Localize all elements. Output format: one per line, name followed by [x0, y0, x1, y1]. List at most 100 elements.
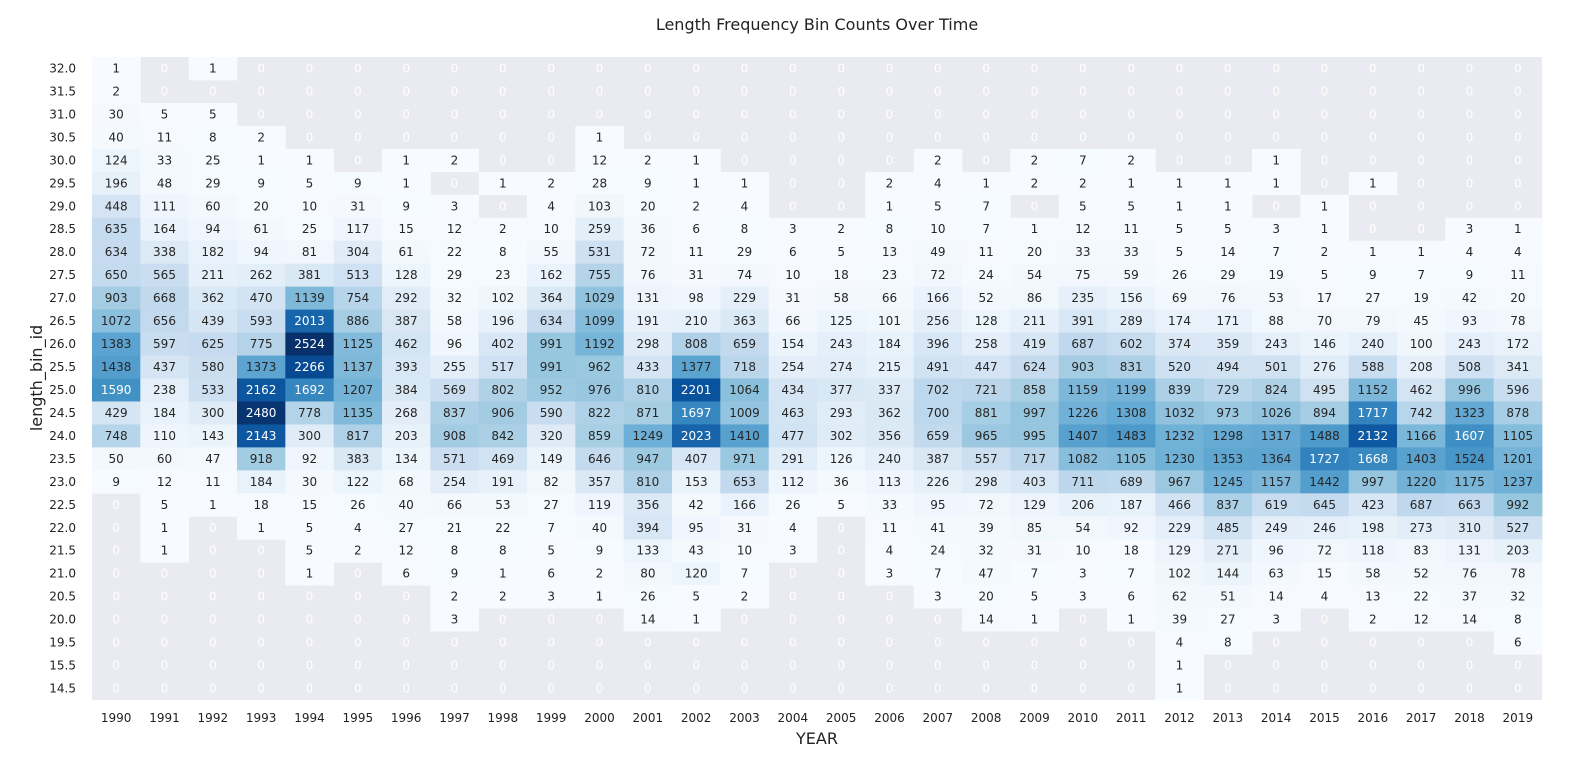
- cell-value-label: 0: [354, 130, 362, 144]
- cell-value-label: 0: [354, 61, 362, 75]
- heatmap-cell: [382, 217, 431, 242]
- cell-value-label: 653: [733, 475, 756, 489]
- cell-value-label: 0: [886, 613, 894, 627]
- cell-value-label: 1: [1176, 682, 1184, 696]
- x-tick-label: 1996: [391, 711, 422, 725]
- cell-value-label: 0: [209, 84, 217, 98]
- cell-value-label: 462: [395, 337, 418, 351]
- cell-value-label: 0: [1272, 84, 1280, 98]
- cell-value-label: 68: [399, 475, 414, 489]
- cell-value-label: 243: [830, 337, 853, 351]
- y-tick-label: 32.0: [49, 61, 76, 75]
- cell-value-label: 111: [153, 199, 176, 213]
- heatmap-cell: [92, 57, 141, 81]
- cell-value-label: 3: [1079, 590, 1087, 604]
- cell-value-label: 447: [975, 360, 998, 374]
- cell-value-label: 0: [692, 659, 700, 673]
- cell-value-label: 0: [209, 521, 217, 535]
- heatmap-cell: [1107, 447, 1156, 471]
- y-axis-title: length_bin_id: [27, 325, 47, 431]
- heatmap-cell: [1203, 562, 1253, 586]
- cell-value-label: 33: [157, 153, 172, 167]
- cell-value-label: 19: [1414, 291, 1429, 305]
- heatmap-cell: [1348, 355, 1398, 379]
- cell-value-label: 0: [644, 682, 652, 696]
- x-tick-label: 1991: [149, 711, 180, 725]
- cell-value-label: 211: [1023, 314, 1046, 328]
- heatmap-cell: [1058, 585, 1108, 609]
- y-tick-label: 27.0: [49, 291, 76, 305]
- cell-value-label: 1483: [1116, 429, 1147, 443]
- cell-value-label: 0: [1321, 61, 1329, 75]
- heatmap-cell: [285, 217, 335, 242]
- cell-value-label: 72: [640, 245, 655, 259]
- heatmap-cell: [1155, 263, 1205, 288]
- cell-value-label: 0: [354, 682, 362, 696]
- cell-value-label: 0: [789, 130, 797, 144]
- cell-value-label: 33: [882, 498, 897, 512]
- cell-value-label: 36: [640, 222, 655, 236]
- cell-value-label: 17: [1317, 291, 1332, 305]
- cell-value-label: 8: [209, 130, 217, 144]
- cell-value-label: 501: [1265, 360, 1288, 374]
- cell-value-label: 0: [1417, 682, 1425, 696]
- cell-value-label: 0: [257, 61, 265, 75]
- cell-value-label: 10: [302, 199, 317, 213]
- heatmap-cell: [285, 493, 335, 517]
- x-tick-labels: 1990 1991 1992 1993 1994 1995 1996 1997 1998 1999…: [101, 711, 1533, 725]
- cell-value-label: 1: [1031, 613, 1039, 627]
- heatmap-cell: [1252, 240, 1301, 265]
- heatmap-cell: [1107, 217, 1156, 242]
- cell-value-label: 0: [1321, 613, 1329, 627]
- heatmap-cell: [817, 286, 866, 310]
- cell-value-label: 0: [1127, 682, 1135, 696]
- cell-value-label: 0: [451, 84, 459, 98]
- heatmap-cell: [1010, 516, 1060, 540]
- heatmap-cell: [188, 332, 238, 356]
- heatmap-cell: [623, 401, 673, 425]
- cell-value-label: 702: [926, 383, 949, 397]
- heatmap-cell: [962, 470, 1011, 494]
- cell-value-label: 0: [354, 659, 362, 673]
- heatmap-cell: [1010, 470, 1060, 494]
- cell-value-label: 1: [1176, 659, 1184, 673]
- cell-value-label: 0: [1321, 84, 1329, 98]
- cell-value-label: 42: [689, 498, 704, 512]
- heatmap-cell: [1107, 608, 1156, 632]
- cell-value-label: 2013: [294, 314, 325, 328]
- cell-value-label: 0: [257, 636, 265, 650]
- cell-value-label: 5: [837, 498, 845, 512]
- cell-value-label: 437: [153, 360, 176, 374]
- cell-value-label: 9: [354, 176, 362, 190]
- cell-value-label: 0: [451, 107, 459, 121]
- heatmap-cell: [1058, 493, 1108, 517]
- cell-value-label: 78: [1510, 567, 1525, 581]
- y-tick-label: 28.0: [49, 245, 76, 259]
- x-tick-label: 2019: [1503, 711, 1534, 725]
- heatmap-cell: [140, 171, 190, 196]
- y-tick-label: 20.5: [49, 590, 76, 604]
- cell-value-label: 778: [298, 406, 321, 420]
- heatmap-cell: [623, 355, 673, 379]
- heatmap-cell: [1155, 378, 1205, 402]
- cell-value-label: 31: [1027, 544, 1042, 558]
- heatmap-cell: [817, 378, 866, 402]
- heatmap-cell: [285, 539, 335, 563]
- cell-value-label: 0: [886, 682, 894, 696]
- cell-value-label: 5: [1031, 590, 1039, 604]
- heatmap-cell: [1300, 309, 1350, 333]
- heatmap-cell: [865, 217, 915, 242]
- cell-value-label: 66: [785, 314, 800, 328]
- cell-value-label: 0: [1514, 130, 1522, 144]
- cell-value-label: 0: [741, 84, 749, 98]
- cell-value-label: 0: [837, 636, 845, 650]
- cell-value-label: 0: [161, 61, 169, 75]
- cell-value-label: 775: [250, 337, 273, 351]
- heatmap-cell: [92, 401, 141, 425]
- cell-value-label: 2: [499, 590, 507, 604]
- cell-value-label: 1: [1369, 176, 1377, 190]
- cell-value-label: 0: [1514, 84, 1522, 98]
- heatmap-cell: [430, 493, 480, 517]
- heatmap-cell: [333, 355, 383, 379]
- cell-value-label: 2: [112, 84, 120, 98]
